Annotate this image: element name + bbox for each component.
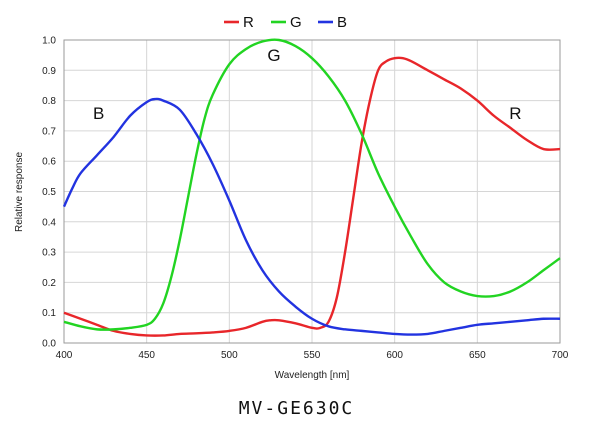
- camera-model-caption: MV-GE630C: [238, 398, 355, 419]
- series-line-g: [63, 38, 561, 331]
- x-tick-label: 650: [469, 350, 486, 361]
- x-tick-label: 700: [552, 350, 569, 361]
- y-tick-label: 0.0: [42, 339, 56, 350]
- legend-label-r: R: [243, 14, 254, 31]
- x-tick-label: 400: [56, 350, 73, 361]
- series-lines: [62, 38, 561, 337]
- x-axis-label: Wavelength [nm]: [275, 370, 350, 381]
- y-tick-label: 0.7: [42, 126, 56, 137]
- x-tick-label: 550: [304, 350, 321, 361]
- x-tick-labels: 400 450 500 550 600 650 700: [56, 350, 569, 361]
- x-tick-label: 500: [221, 350, 238, 361]
- legend-label-g: G: [290, 14, 302, 31]
- y-tick-label: 0.1: [42, 308, 56, 319]
- plot-frame: [63, 39, 561, 344]
- x-tick-label: 600: [386, 350, 403, 361]
- y-tick-label: 0.4: [42, 217, 56, 228]
- curve-label-r: R: [509, 104, 521, 123]
- y-tick-label: 0.3: [42, 248, 56, 259]
- y-tick-label: 0.8: [42, 96, 56, 107]
- y-tick-label: 0.2: [42, 278, 56, 289]
- x-tick-label: 450: [138, 350, 155, 361]
- legend-label-b: B: [337, 14, 347, 31]
- y-tick-label: 0.6: [42, 157, 56, 168]
- y-tick-label: 0.5: [42, 187, 56, 198]
- y-tick-label: 1.0: [42, 36, 56, 47]
- y-tick-labels: 0.0 0.1 0.2 0.3 0.4 0.5 0.6 0.7 0.8 0.9 1.0: [42, 36, 56, 350]
- y-tick-label: 0.9: [42, 66, 56, 77]
- spectral-response-chart: RGB 400 450 500 550 600 650 700 0.00.10.20.30.…: [14, 14, 569, 381]
- series-line-r: [63, 56, 561, 337]
- series-line-b: [62, 97, 561, 336]
- curve-annotations: R G B: [93, 46, 521, 123]
- y-axis-label: Relative response: [14, 152, 25, 232]
- curve-label-g: G: [267, 46, 280, 65]
- curve-label-b: B: [93, 104, 104, 123]
